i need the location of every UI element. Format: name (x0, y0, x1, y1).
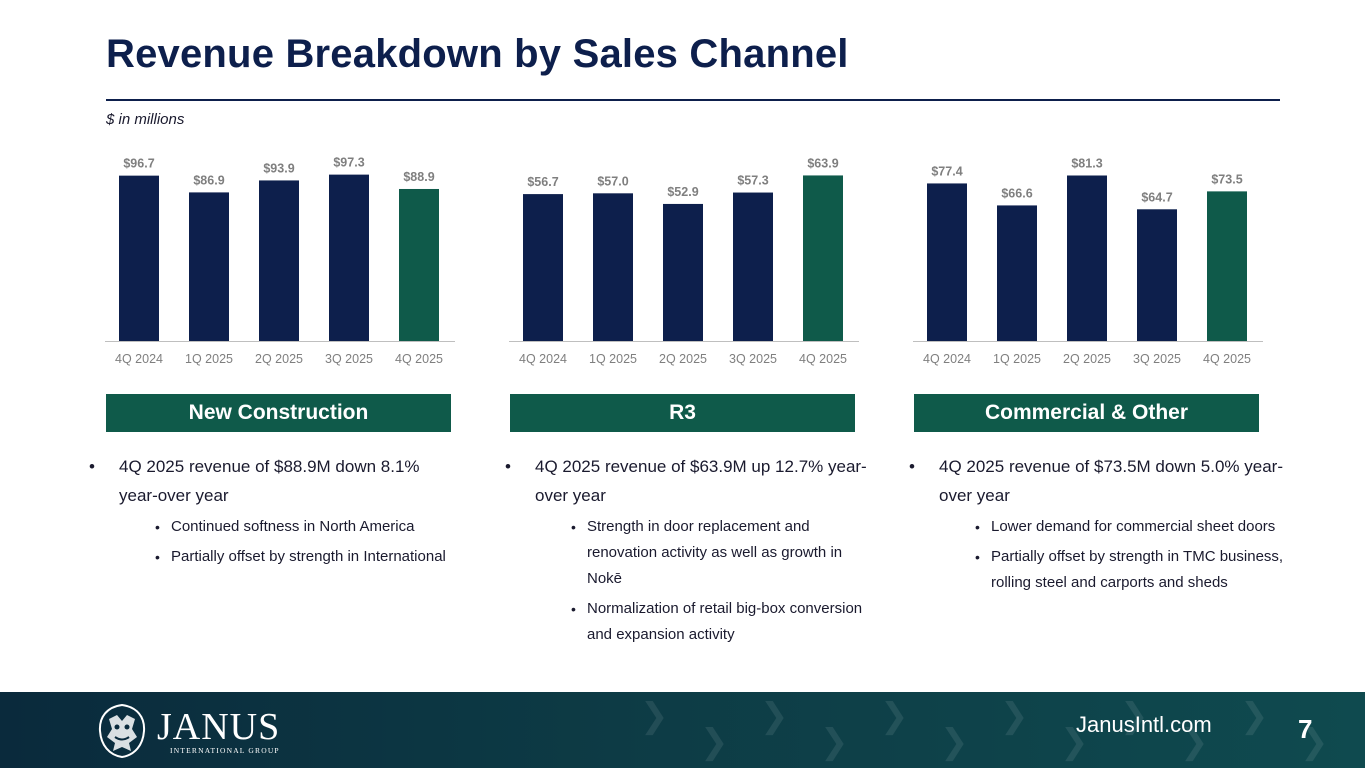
sub-bullet: Normalization of retail big-box conversi… (535, 596, 876, 648)
bar (1207, 191, 1247, 341)
page-title: Revenue Breakdown by Sales Channel (106, 32, 849, 76)
tick-label: 4Q 2024 (519, 352, 567, 366)
sub-bullet: Continued softness in North America (119, 514, 460, 540)
bar (997, 205, 1037, 341)
tick-label: 3Q 2025 (325, 352, 373, 366)
commercial-bullets: 4Q 2025 revenue of $73.5M down 5.0% year… (905, 452, 1287, 600)
bar (399, 188, 439, 341)
data-label: $57.3 (737, 174, 768, 188)
r3-chart: $56.7 4Q 2024 $57.0 1Q 2025 $52.9 2Q 2025 $57.… (509, 156, 859, 366)
header-r3: R3 (510, 394, 855, 432)
data-label: $57.0 (597, 174, 628, 188)
main-bullet: 4Q 2025 revenue of $88.9M down 8.1% year… (85, 452, 460, 570)
units-note: $ in millions (106, 111, 185, 128)
main-bullet: 4Q 2025 revenue of $73.5M down 5.0% year… (905, 452, 1287, 596)
tick-label: 4Q 2024 (923, 352, 971, 366)
logo-wordmark: JANUS (157, 706, 281, 748)
data-label: $88.9 (403, 170, 434, 184)
tick-label: 4Q 2025 (799, 352, 847, 366)
footer-band: ❯ ❯ ❯ ❯ ❯ ❯ ❯ ❯ ❯ ❯ ❯ ❯ (0, 692, 1365, 768)
r3-bullets: 4Q 2025 revenue of $63.9M up 12.7% year-… (501, 452, 876, 652)
tick-label: 4Q 2025 (1203, 352, 1251, 366)
bar (593, 193, 633, 341)
tick-label: 2Q 2025 (659, 352, 707, 366)
data-label: $66.6 (1001, 186, 1032, 200)
tick-label: 2Q 2025 (255, 352, 303, 366)
bar (803, 175, 843, 341)
main-bullet-text: 4Q 2025 revenue of $88.9M down 8.1% year… (119, 457, 420, 505)
commercial-chart: $77.4 4Q 2024 $66.6 1Q 2025 $81.3 2Q 2025 $64.… (913, 156, 1263, 366)
bar (189, 192, 229, 341)
data-label: $64.7 (1141, 190, 1172, 204)
data-label: $73.5 (1211, 172, 1242, 186)
bar (733, 192, 773, 341)
header-commercial: Commercial & Other (914, 394, 1259, 432)
sub-bullet: Partially offset by strength in Internat… (119, 544, 460, 570)
tick-label: 3Q 2025 (1133, 352, 1181, 366)
bar (259, 180, 299, 341)
data-label: $81.3 (1071, 156, 1102, 170)
sub-bullet: Strength in door replacement and renovat… (535, 514, 876, 592)
logo-subtitle: INTERNATIONAL GROUP (170, 746, 280, 755)
page-number: 7 (1298, 714, 1313, 744)
data-label: $52.9 (667, 185, 698, 199)
janus-logo-icon (98, 703, 146, 759)
data-label: $96.7 (123, 157, 154, 171)
bar (927, 183, 967, 341)
tick-label: 1Q 2025 (993, 352, 1041, 366)
tick-label: 1Q 2025 (185, 352, 233, 366)
header-new-construction: New Construction (106, 394, 451, 432)
title-divider (106, 99, 1280, 101)
main-bullet-text: 4Q 2025 revenue of $63.9M up 12.7% year-… (535, 457, 867, 505)
tick-label: 4Q 2025 (395, 352, 443, 366)
new-construction-bullets: 4Q 2025 revenue of $88.9M down 8.1% year… (85, 452, 460, 574)
main-bullet-text: 4Q 2025 revenue of $73.5M down 5.0% year… (939, 457, 1283, 505)
data-label: $63.9 (807, 156, 838, 170)
bar (1067, 175, 1107, 341)
data-label: $86.9 (193, 173, 224, 187)
bar (329, 174, 369, 341)
data-label: $56.7 (527, 175, 558, 189)
data-label: $93.9 (263, 161, 294, 175)
sub-bullet: Partially offset by strength in TMC busi… (939, 544, 1287, 596)
sub-bullet: Lower demand for commercial sheet doors (939, 514, 1287, 540)
bar (663, 203, 703, 341)
bar (523, 194, 563, 341)
new-construction-chart: $96.7 4Q 2024 $86.9 1Q 2025 $93.9 2Q 2025 $97.… (105, 156, 455, 366)
bar (119, 175, 159, 341)
data-label: $77.4 (931, 164, 962, 178)
website-link[interactable]: JanusIntl.com (1076, 712, 1212, 737)
tick-label: 4Q 2024 (115, 352, 163, 366)
tick-label: 1Q 2025 (589, 352, 637, 366)
bar (1137, 209, 1177, 341)
main-bullet: 4Q 2025 revenue of $63.9M up 12.7% year-… (501, 452, 876, 648)
data-label: $97.3 (333, 156, 364, 170)
tick-label: 2Q 2025 (1063, 352, 1111, 366)
tick-label: 3Q 2025 (729, 352, 777, 366)
